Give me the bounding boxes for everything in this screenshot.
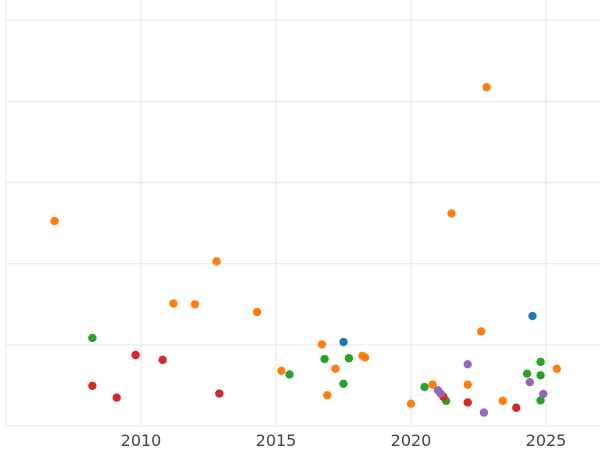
data-point-green-8: [536, 357, 545, 367]
data-point-orange-17: [498, 396, 507, 406]
data-point-green-7: [522, 369, 532, 378]
data-point-green-0: [88, 333, 97, 343]
data-point-purple-5: [539, 389, 548, 399]
data-point-orange-4: [252, 307, 262, 317]
data-point-green-3: [339, 379, 348, 389]
data-point-purple-2: [463, 360, 472, 369]
data-point-red-4: [215, 389, 224, 398]
data-point-green-4: [344, 354, 354, 363]
data-point-orange-13: [447, 209, 456, 218]
data-point-orange-12: [428, 380, 437, 389]
x-tick-label-0: 2010: [121, 431, 162, 450]
data-point-orange-7: [323, 390, 332, 400]
data-point-red-0: [88, 381, 97, 391]
x-tick-label-1: 2015: [256, 431, 297, 450]
data-point-orange-5: [277, 366, 286, 376]
data-point-purple-4: [525, 377, 534, 387]
data-point-orange-10: [360, 353, 370, 362]
data-point-orange-0: [50, 216, 59, 226]
data-points: [50, 83, 561, 417]
data-point-purple-1: [436, 389, 445, 398]
data-point-green-9: [536, 371, 545, 380]
data-point-green-5: [420, 382, 429, 392]
x-tick-labels: 2010 2015 2020 2025: [121, 431, 567, 450]
data-point-orange-11: [406, 399, 416, 408]
data-point-red-1: [112, 393, 121, 402]
data-point-orange-16: [482, 83, 491, 92]
data-point-red-6: [463, 398, 472, 407]
data-point-orange-2: [190, 300, 200, 309]
data-point-orange-15: [477, 327, 486, 336]
data-point-green-10: [536, 396, 545, 405]
data-point-orange-14: [463, 380, 472, 389]
data-point-orange-1: [169, 299, 178, 308]
data-point-orange-3: [212, 257, 221, 266]
data-point-blue-1: [528, 311, 537, 321]
data-point-red-2: [131, 350, 140, 360]
x-tick-label-2: 2020: [391, 431, 432, 450]
data-point-blue-0: [339, 337, 348, 347]
data-point-red-3: [158, 355, 167, 365]
data-point-red-7: [512, 403, 521, 412]
grid-lines: [5, 0, 600, 427]
data-point-orange-8: [331, 364, 340, 373]
data-point-purple-3: [479, 408, 489, 417]
x-tick-label-3: 2025: [526, 431, 567, 450]
data-point-orange-18: [552, 364, 561, 373]
data-point-green-1: [285, 370, 294, 379]
data-point-orange-6: [317, 340, 327, 349]
data-point-green-2: [320, 354, 329, 364]
